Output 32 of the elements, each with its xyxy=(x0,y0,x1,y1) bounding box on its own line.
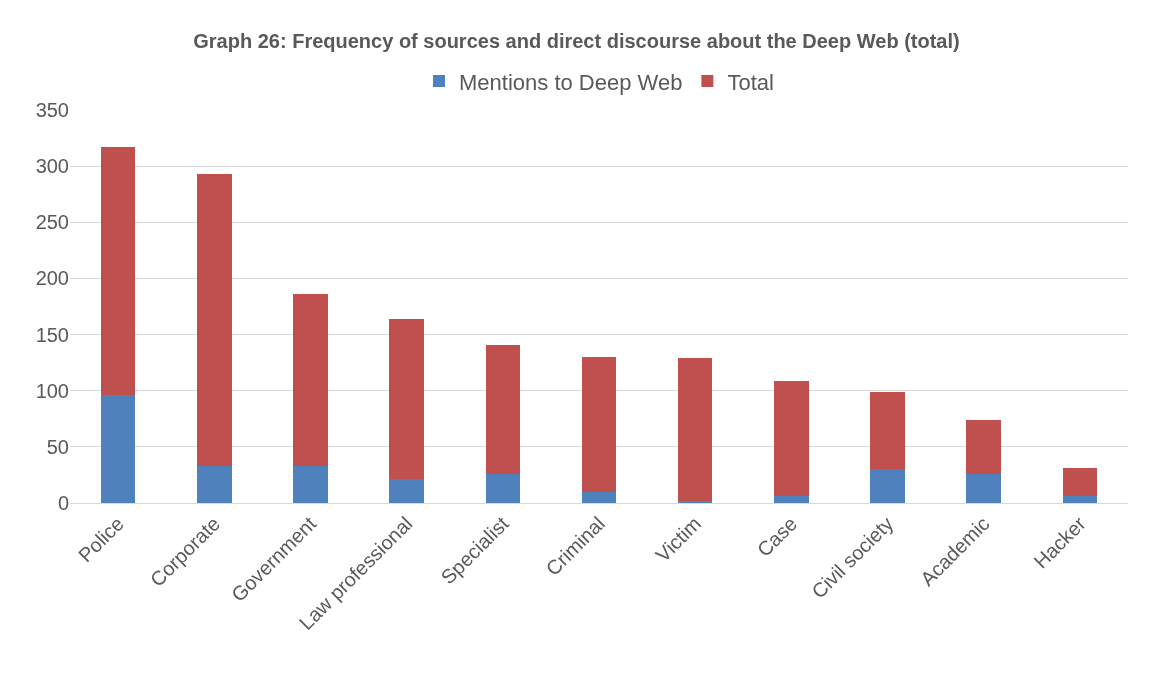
bar xyxy=(581,491,617,503)
bar xyxy=(196,174,232,466)
chart-title: Graph 26: Frequency of sources and direct discourse about the Deep Web (total) xyxy=(193,29,960,52)
bar xyxy=(389,318,424,480)
bar xyxy=(1062,496,1098,503)
y-tick-label: 300 xyxy=(35,155,69,178)
y-tick-label: 250 xyxy=(35,211,69,234)
legend-label: Total xyxy=(727,69,774,95)
bar xyxy=(870,391,905,470)
bar xyxy=(196,465,232,503)
bar xyxy=(485,473,521,503)
y-tick-label: 200 xyxy=(35,267,69,290)
bar xyxy=(581,357,617,492)
y-tick-label: 350 xyxy=(35,99,69,121)
bar xyxy=(966,473,1002,503)
bar xyxy=(293,294,328,466)
y-tick-label: 0 xyxy=(57,492,69,514)
bar xyxy=(293,465,328,503)
bar xyxy=(870,469,905,503)
y-tick-label: 150 xyxy=(35,323,69,346)
bar xyxy=(677,358,713,501)
bar xyxy=(100,147,136,396)
bar xyxy=(774,496,809,503)
bar xyxy=(100,395,136,503)
bar xyxy=(966,419,1002,474)
bar xyxy=(485,344,521,474)
bar xyxy=(389,479,424,503)
bar xyxy=(774,380,809,497)
y-tick-label: 50 xyxy=(46,435,69,458)
legend-label: Mentions to Deep Web xyxy=(459,69,683,95)
y-tick-label: 100 xyxy=(35,379,69,402)
bar xyxy=(1062,468,1098,497)
